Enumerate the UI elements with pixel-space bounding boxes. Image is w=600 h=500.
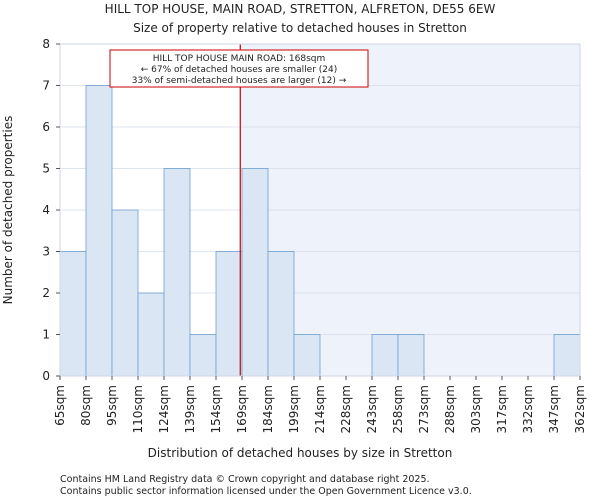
y-tick-label: 5	[42, 162, 50, 176]
x-tick-label: 303sqm	[469, 385, 483, 433]
histogram-bar	[111, 209, 139, 377]
x-tick-label: 258sqm	[391, 385, 405, 433]
y-tick-label: 4	[42, 203, 50, 217]
x-tick-label: 199sqm	[287, 385, 301, 433]
annotation-box: HILL TOP HOUSE MAIN ROAD: 168sqm ← 67% o…	[109, 49, 369, 88]
x-tick-label: 347sqm	[547, 385, 561, 433]
x-tick-label: 362sqm	[573, 385, 587, 433]
histogram-bar	[371, 334, 399, 377]
histogram-bar	[293, 334, 321, 377]
y-axis-label: Number of detached properties	[1, 116, 15, 305]
x-tick-label: 332sqm	[521, 385, 535, 433]
x-tick-label: 110sqm	[131, 385, 145, 433]
x-tick-label: 228sqm	[339, 385, 353, 433]
x-tick-label: 80sqm	[79, 385, 93, 426]
x-tick-label: 95sqm	[105, 385, 119, 426]
histogram-bar	[241, 168, 269, 377]
y-tick-label: 1	[42, 328, 50, 342]
annotation-line-1: HILL TOP HOUSE MAIN ROAD: 168sqm	[153, 54, 326, 64]
x-tick-label: 154sqm	[209, 385, 223, 433]
annotation-line-3: 33% of semi-detached houses are larger (…	[132, 76, 347, 86]
histogram-bar	[163, 168, 191, 377]
histogram-bar	[267, 251, 295, 377]
x-tick-label: 317sqm	[495, 385, 509, 433]
x-tick-label: 169sqm	[235, 385, 249, 433]
y-tick-label: 8	[42, 37, 50, 51]
y-tick-label: 3	[42, 245, 50, 259]
x-tick-label: 139sqm	[183, 385, 197, 433]
histogram-bar	[59, 251, 87, 377]
footer-line-2: Contains public sector information licen…	[60, 486, 472, 497]
histogram-bar	[85, 85, 113, 377]
x-tick-label: 243sqm	[365, 385, 379, 433]
x-axis-label: Distribution of detached houses by size …	[148, 446, 453, 460]
x-tick-label: 288sqm	[443, 385, 457, 433]
histogram-bar	[189, 334, 217, 377]
annotation-line-2: ← 67% of detached houses are smaller (24…	[141, 65, 338, 75]
x-tick-label: 214sqm	[313, 385, 327, 433]
y-tick-label: 2	[42, 286, 50, 300]
histogram-bar	[553, 334, 581, 377]
y-tick-label: 0	[42, 369, 50, 383]
footer-line-1: Contains HM Land Registry data © Crown c…	[60, 474, 430, 485]
y-tick-label: 7	[42, 79, 50, 93]
histogram-bar	[215, 251, 243, 377]
histogram-bar	[397, 334, 425, 377]
chart-title: HILL TOP HOUSE, MAIN ROAD, STRETTON, ALF…	[105, 2, 496, 16]
x-tick-label: 124sqm	[157, 385, 171, 433]
y-tick-label: 6	[42, 120, 50, 134]
histogram-bar	[137, 292, 165, 377]
x-tick-label: 184sqm	[261, 385, 275, 433]
chart-subtitle: Size of property relative to detached ho…	[133, 21, 467, 35]
x-tick-label: 65sqm	[53, 385, 67, 426]
x-tick-label: 273sqm	[417, 385, 431, 433]
